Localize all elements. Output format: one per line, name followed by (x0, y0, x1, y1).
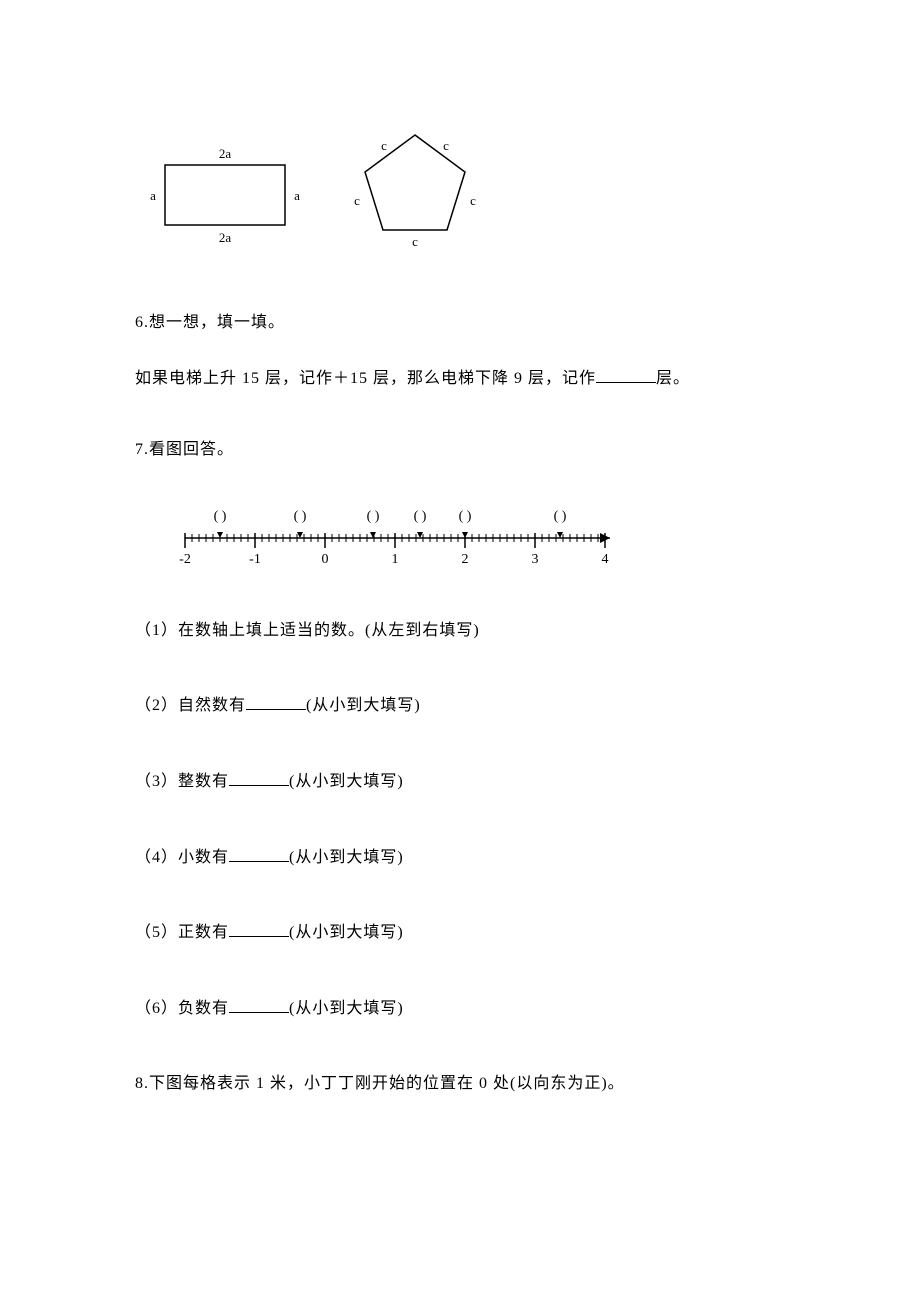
rectangle-shape (165, 165, 285, 225)
svg-text:( ): ( ) (459, 509, 472, 524)
q7-item-3-suffix: (从小到大填写) (289, 773, 404, 790)
q7-item-6-blank[interactable] (229, 997, 289, 1013)
q7-item-4: （4）小数有 (从小到大填写) (135, 845, 785, 871)
q6-text-after: 层。 (656, 370, 690, 387)
q8-text: 8.下图每格表示 1 米，小丁丁刚开始的位置在 0 处(以向东为正)。 (135, 1071, 785, 1097)
svg-text:( ): ( ) (414, 509, 427, 524)
numberline-figure: -2 -1 0 1 2 3 4 ( ) ( ) ( ) ( ) ( ) ( ) (165, 493, 785, 578)
q7-heading: 7.看图回答。 (135, 437, 785, 463)
svg-text:3: 3 (532, 552, 539, 567)
q7-item-2-blank[interactable] (246, 694, 306, 710)
content-area: 6.想一想，填一填。 如果电梯上升 15 层，记作＋15 层，那么电梯下降 9 … (135, 310, 785, 1117)
pent-label-3: c (354, 193, 360, 208)
svg-text:( ): ( ) (294, 509, 307, 524)
svg-text:2: 2 (462, 552, 469, 567)
rect-left-label: a (150, 188, 156, 203)
q7-item-5-blank[interactable] (229, 921, 289, 937)
geometry-figures: 2a 2a a a c c c c c (135, 120, 505, 250)
q7-item-3: （3）整数有 (从小到大填写) (135, 769, 785, 795)
svg-text:0: 0 (322, 552, 329, 567)
q7-item-6: （6）负数有 (从小到大填写) (135, 996, 785, 1022)
pent-label-4: c (470, 193, 476, 208)
q6-blank[interactable] (596, 367, 656, 383)
svg-text:( ): ( ) (367, 509, 380, 524)
rect-bottom-label: 2a (219, 230, 232, 245)
svg-text:4: 4 (602, 552, 609, 567)
svg-text:( ): ( ) (554, 509, 567, 524)
svg-text:( ): ( ) (214, 509, 227, 524)
pent-label-2: c (443, 138, 449, 153)
q7-item-3-blank[interactable] (229, 770, 289, 786)
pentagon-shape (365, 135, 465, 230)
q7-item-2: （2）自然数有 (从小到大填写) (135, 693, 785, 719)
rect-right-label: a (294, 188, 300, 203)
q7-item-6-label: （6）负数有 (135, 1000, 229, 1017)
q6-body: 如果电梯上升 15 层，记作＋15 层，那么电梯下降 9 层，记作 层。 (135, 366, 785, 392)
q6-text-before: 如果电梯上升 15 层，记作＋15 层，那么电梯下降 9 层，记作 (135, 370, 596, 387)
q7-item-5: （5）正数有 (从小到大填写) (135, 920, 785, 946)
figures-svg: 2a 2a a a c c c c c (135, 120, 505, 255)
svg-text:-2: -2 (179, 552, 191, 567)
q7-item-2-suffix: (从小到大填写) (306, 697, 421, 714)
pent-label-1: c (381, 138, 387, 153)
q7-item-4-blank[interactable] (229, 846, 289, 862)
q7-item-6-suffix: (从小到大填写) (289, 1000, 404, 1017)
q7-item-2-label: （2）自然数有 (135, 697, 246, 714)
pent-label-5: c (412, 234, 418, 249)
numberline-svg: -2 -1 0 1 2 3 4 ( ) ( ) ( ) ( ) ( ) ( ) (165, 493, 635, 573)
q7-item-5-suffix: (从小到大填写) (289, 924, 404, 941)
q7-item-5-label: （5）正数有 (135, 924, 229, 941)
rect-top-label: 2a (219, 146, 232, 161)
q7-item-3-label: （3）整数有 (135, 773, 229, 790)
svg-text:-1: -1 (249, 552, 261, 567)
svg-text:1: 1 (392, 552, 399, 567)
q7-item-1: （1）在数轴上填上适当的数。(从左到右填写) (135, 618, 785, 644)
q7-item-4-suffix: (从小到大填写) (289, 849, 404, 866)
q7-item-4-label: （4）小数有 (135, 849, 229, 866)
q6-heading: 6.想一想，填一填。 (135, 310, 785, 336)
